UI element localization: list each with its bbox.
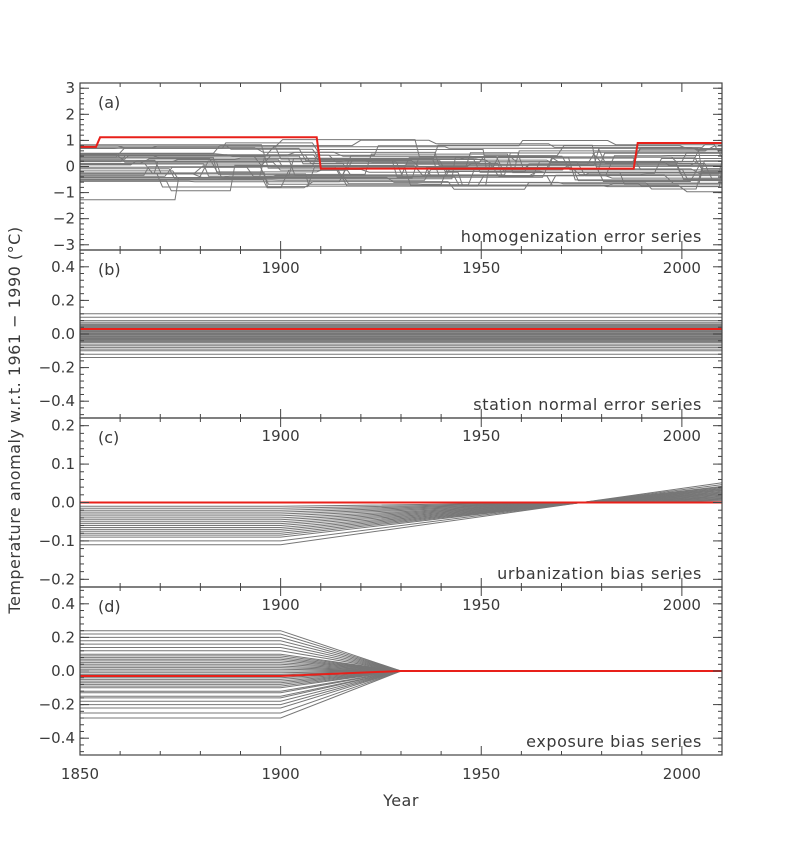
panel-title: homogenization error series (461, 227, 702, 246)
background-series-line (80, 144, 722, 188)
y-tick-label: 0.1 (51, 455, 75, 473)
background-series-line (80, 159, 722, 187)
x-axis-title: Year (382, 791, 419, 810)
panel-plot-area (80, 482, 722, 546)
panel-title: station normal error series (473, 395, 702, 414)
y-tick-label: 0 (65, 158, 75, 176)
y-tick-label: −2 (53, 210, 75, 228)
background-series-line (80, 139, 722, 154)
background-series-line (80, 159, 722, 182)
panel-label: (d) (98, 597, 121, 616)
x-tick-label: 1900 (262, 596, 300, 614)
background-series-line (80, 144, 722, 177)
panel-title: urbanization bias series (497, 564, 702, 583)
x-tick-label: 1950 (462, 596, 500, 614)
highlight-series-line (80, 136, 722, 170)
x-tick-label: 1950 (462, 427, 500, 445)
background-series-line (80, 154, 722, 193)
x-tick-label: 1900 (262, 427, 300, 445)
panel-c: −0.2 −0.1 0.0 0.1 0.2 1900 1950 2000 (c) urbaniza… (39, 417, 723, 588)
panel-title: exposure bias series (526, 732, 702, 751)
background-series-line (80, 655, 722, 672)
y-tick-label: 0.0 (51, 494, 75, 512)
x-tick-label: 1900 (262, 259, 300, 277)
panel-plot-area (80, 136, 722, 201)
background-series-line (80, 153, 722, 175)
background-series-line (80, 670, 722, 687)
x-tick-label: 2000 (663, 427, 701, 445)
background-series-line (80, 152, 722, 183)
panel-d: −0.4 −0.2 0.0 0.2 0.4 1900 1950 2000 (d) exposure… (39, 586, 723, 756)
panel-label: (c) (98, 428, 119, 447)
y-tick-label: 0.0 (51, 325, 75, 343)
y-tick-label: −0.1 (39, 532, 75, 550)
panel-b: −0.4 −0.2 0.0 0.2 0.4 1900 1950 2000 (b) station … (39, 249, 723, 419)
background-series-line (80, 154, 722, 186)
x-tick-label: 2000 (663, 765, 701, 783)
panel-plot-area (80, 630, 722, 719)
y-tick-label: 0.4 (51, 595, 75, 613)
panel-label: (b) (98, 260, 121, 279)
y-tick-label: −0.4 (39, 392, 75, 410)
y-tick-label: 3 (65, 79, 75, 97)
y-tick-label: −0.4 (39, 729, 75, 747)
y-tick-label: 0.2 (51, 291, 75, 309)
y-tick-label: −1 (53, 184, 75, 202)
y-tick-label: −3 (53, 236, 75, 254)
y-tick-label: 0.4 (51, 258, 75, 276)
y-tick-label: 0.2 (51, 417, 75, 435)
y-tick-label: −0.2 (39, 359, 75, 377)
highlight-series-line (80, 670, 722, 677)
x-tick-label: 2000 (663, 259, 701, 277)
panels-layer: −3 −2 −1 0 1 2 3 (a) homogenization error series… (39, 79, 723, 783)
panel-label: (a) (98, 93, 120, 112)
y-tick-label: 1 (65, 131, 75, 149)
y-tick-label: 0.2 (51, 628, 75, 646)
y-tick-label: −0.2 (39, 696, 75, 714)
x-tick-label: 2000 (663, 596, 701, 614)
y-tick-label: 2 (65, 105, 75, 123)
x-tick-label: 1850 (61, 765, 99, 783)
x-tick-label: 1900 (262, 765, 300, 783)
y-tick-label: 0.0 (51, 662, 75, 680)
y-tick-label: −0.2 (39, 570, 75, 588)
y-axis-title: Temperature anomaly w.r.t. 1961 − 1990 (… (5, 226, 24, 614)
background-series-line (80, 146, 722, 181)
background-series-line (80, 633, 722, 672)
background-series-line (80, 164, 722, 192)
x-tick-label: 1950 (462, 259, 500, 277)
x-axis-bottom-labels: 1850 1900 1950 2000 (61, 765, 701, 783)
panel-a: −3 −2 −1 0 1 2 3 (a) homogenization error series (53, 79, 723, 254)
x-tick-label: 1950 (462, 765, 500, 783)
panel-plot-area (80, 313, 722, 358)
background-series-line (80, 160, 722, 179)
